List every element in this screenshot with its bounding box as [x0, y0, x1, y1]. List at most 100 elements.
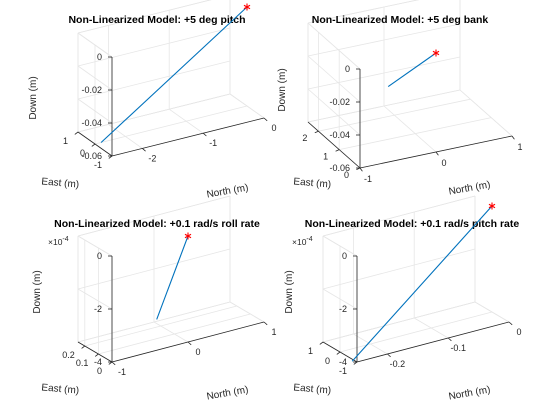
east-axis-label: East (m): [41, 382, 80, 396]
box-edge: [77, 195, 231, 237]
east-tick-label: 0.2: [62, 350, 75, 360]
box-edge: [307, 0, 420, 24]
north-tick-mark: [387, 353, 391, 358]
east-tick-mark: [94, 353, 99, 357]
down-tick-label: 0: [345, 64, 350, 74]
z-gridline-side: [77, 98, 113, 124]
box-edge: [322, 195, 476, 237]
east-axis-label: East (m): [293, 382, 332, 396]
trajectory-line: [100, 6, 248, 143]
north-tick-label: -1: [118, 367, 126, 377]
box-edge: [322, 301, 476, 343]
north-tick-mark: [263, 117, 268, 122]
down-tick-label: -0.04: [329, 130, 350, 140]
subplot-title: Non-Linearized Model: +0.1 rad/s roll ra…: [54, 218, 260, 230]
box-edge: [229, 93, 265, 119]
east-tick-label: 0: [97, 366, 102, 376]
east-axis-label: East (m): [293, 176, 332, 190]
box-edge: [307, 89, 461, 123]
exponent-power: -4: [62, 236, 68, 243]
down-axis-exponent: ×10-4: [48, 236, 69, 247]
y-gridline-floor: [339, 311, 493, 353]
z-gridline-back: [307, 23, 461, 57]
end-point-marker: [184, 232, 192, 240]
north-tick-label: -1: [364, 174, 372, 184]
north-tick-label: 0: [516, 327, 521, 337]
marker-stroke: [432, 50, 440, 56]
east-axis-label: East (m): [41, 176, 80, 190]
north-tick-mark: [435, 151, 439, 156]
marker-stroke: [243, 4, 251, 10]
east-tick-mark: [91, 143, 96, 147]
z-gridline-side: [307, 88, 361, 136]
east-tick-label: 0: [344, 170, 349, 180]
box-edge: [77, 93, 231, 133]
subplot-title: Non-Linearized Model: +0.1 rad/s pitch r…: [305, 218, 520, 230]
north-tick-label: -0.1: [450, 343, 466, 353]
subplot-title: Non-Linearized Model: +5 deg bank: [312, 14, 489, 26]
box-edge: [307, 22, 361, 70]
z-gridline-back: [77, 27, 231, 67]
north-axis-line: [356, 321, 510, 363]
z-gridline-side: [322, 288, 358, 310]
subplot-title: Non-Linearized Model: +5 deg pitch: [68, 14, 245, 26]
down-axis-label: Down (m): [32, 270, 43, 313]
north-tick-label: 0: [195, 347, 200, 357]
box-edge: [459, 89, 513, 137]
z-gridline-back: [77, 60, 231, 100]
north-tick-label: -0.2: [390, 359, 406, 369]
y-gridline-floor: [339, 117, 492, 150]
east-tick-label: 1: [308, 346, 313, 356]
down-tick-label: -2: [339, 304, 347, 314]
end-point-marker: [432, 49, 440, 57]
east-tick-label: -1: [339, 366, 347, 376]
box-edge: [77, 0, 212, 34]
down-tick-label: 0: [97, 52, 102, 62]
end-point-marker: [243, 3, 251, 11]
box-edge: [77, 32, 113, 58]
exponent-base: ×10: [292, 237, 307, 247]
down-axis-exponent: ×10-4: [292, 236, 313, 247]
north-tick-mark: [511, 135, 515, 140]
box-edge: [229, 301, 265, 323]
z-gridline-back: [322, 248, 476, 290]
down-tick-label: -0.04: [81, 118, 102, 128]
trajectory-line: [387, 52, 437, 88]
trajectory-line: [351, 205, 493, 362]
north-tick-mark: [111, 361, 116, 366]
marker-stroke: [488, 203, 496, 209]
down-axis-label: Down (m): [277, 68, 288, 111]
east-axis-line: [307, 121, 361, 169]
north-tick-label: 0: [441, 158, 446, 168]
east-tick-mark: [314, 130, 319, 134]
down-tick-label: -0.06: [329, 163, 350, 173]
down-axis-label: Down (m): [28, 76, 39, 119]
down-tick-label: -4: [339, 357, 347, 367]
down-tick-label: -0.02: [81, 85, 102, 95]
down-tick-label: 0: [97, 251, 102, 261]
down-axis-label: Down (m): [284, 270, 295, 313]
box-edge: [77, 235, 113, 257]
east-tick-label: 0: [80, 148, 85, 158]
z-gridline-side: [307, 55, 361, 103]
north-tick-mark: [202, 132, 207, 137]
box-edge: [474, 301, 510, 323]
north-tick-mark: [142, 148, 146, 152]
y-gridline-floor: [84, 305, 237, 347]
down-tick-label: -2: [94, 304, 102, 314]
y-gridline-floor: [94, 105, 248, 145]
marker-stroke: [184, 233, 192, 239]
box-edge: [322, 235, 358, 257]
north-tick-label: 1: [271, 327, 276, 337]
y-gridline-floor: [98, 313, 251, 355]
east-tick-mark: [319, 341, 324, 345]
z-gridline-side: [77, 288, 113, 310]
north-tick-label: 1: [517, 142, 522, 152]
down-tick-label: 0: [342, 251, 347, 261]
end-point-marker: [488, 202, 496, 210]
